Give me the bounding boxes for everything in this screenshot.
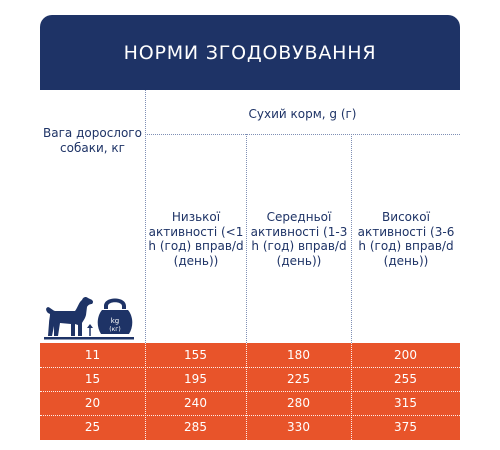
medium-activity-cell: 330	[287, 420, 310, 434]
low-activity-cell: 285	[184, 420, 207, 434]
high-activity-cell: 375	[394, 420, 417, 434]
medium-activity-cell: 280	[287, 396, 310, 410]
page-title: НОРМИ ЗГОДОВУВАННЯ	[123, 41, 377, 64]
header-divider	[145, 134, 460, 135]
feeding-chart-card: НОРМИ ЗГОДОВУВАННЯ Вага дорослого собаки…	[40, 15, 460, 440]
column-divider	[351, 134, 352, 343]
row-divider	[40, 367, 460, 368]
table-row: 15 195 225 255	[40, 367, 460, 391]
weight-cell: 20	[84, 396, 101, 410]
high-activity-cell: 200	[394, 348, 417, 362]
dry-food-header: Сухий корм, g (г)	[248, 107, 357, 121]
low-activity-cell: 195	[184, 372, 207, 386]
weight-column-header: Вага дорослого собаки, кг	[43, 126, 142, 155]
weight-cell: 25	[84, 420, 101, 434]
row-divider	[40, 391, 460, 392]
weight-cell: 15	[84, 372, 101, 386]
low-activity-header: Низької активності (<1 h (год) вправ/d (…	[148, 210, 244, 268]
table-row: 11 155 180 200	[40, 343, 460, 367]
row-divider	[40, 415, 460, 416]
high-activity-cell: 315	[394, 396, 417, 410]
high-activity-header: Високої активності (3-6 h (год) вправ/d …	[357, 210, 455, 268]
low-activity-cell: 240	[184, 396, 207, 410]
kettlebell-label: kg	[111, 317, 120, 325]
table-row: 20 240 280 315	[40, 391, 460, 415]
title-bar: НОРМИ ЗГОДОВУВАННЯ	[40, 15, 460, 90]
medium-activity-cell: 180	[287, 348, 310, 362]
dog-weight-icon: kg (кг)	[44, 296, 134, 340]
high-activity-cell: 255	[394, 372, 417, 386]
medium-activity-cell: 225	[287, 372, 310, 386]
low-activity-cell: 155	[184, 348, 207, 362]
feeding-table: Вага дорослого собаки, кг Сухий корм, g …	[40, 90, 460, 440]
kettlebell-sublabel: (кг)	[109, 326, 120, 333]
column-divider	[246, 134, 247, 343]
table-row: 25 285 330 375	[40, 415, 460, 439]
medium-activity-header: Середньої активності (1-3 h (год) вправ/…	[250, 210, 348, 268]
dog-icon	[46, 296, 94, 336]
column-divider	[145, 90, 146, 343]
kettlebell-icon	[104, 298, 126, 309]
feeding-rows: 11 155 180 200 15 195 225 255 20 240 280…	[40, 343, 460, 440]
weight-cell: 11	[84, 348, 101, 362]
